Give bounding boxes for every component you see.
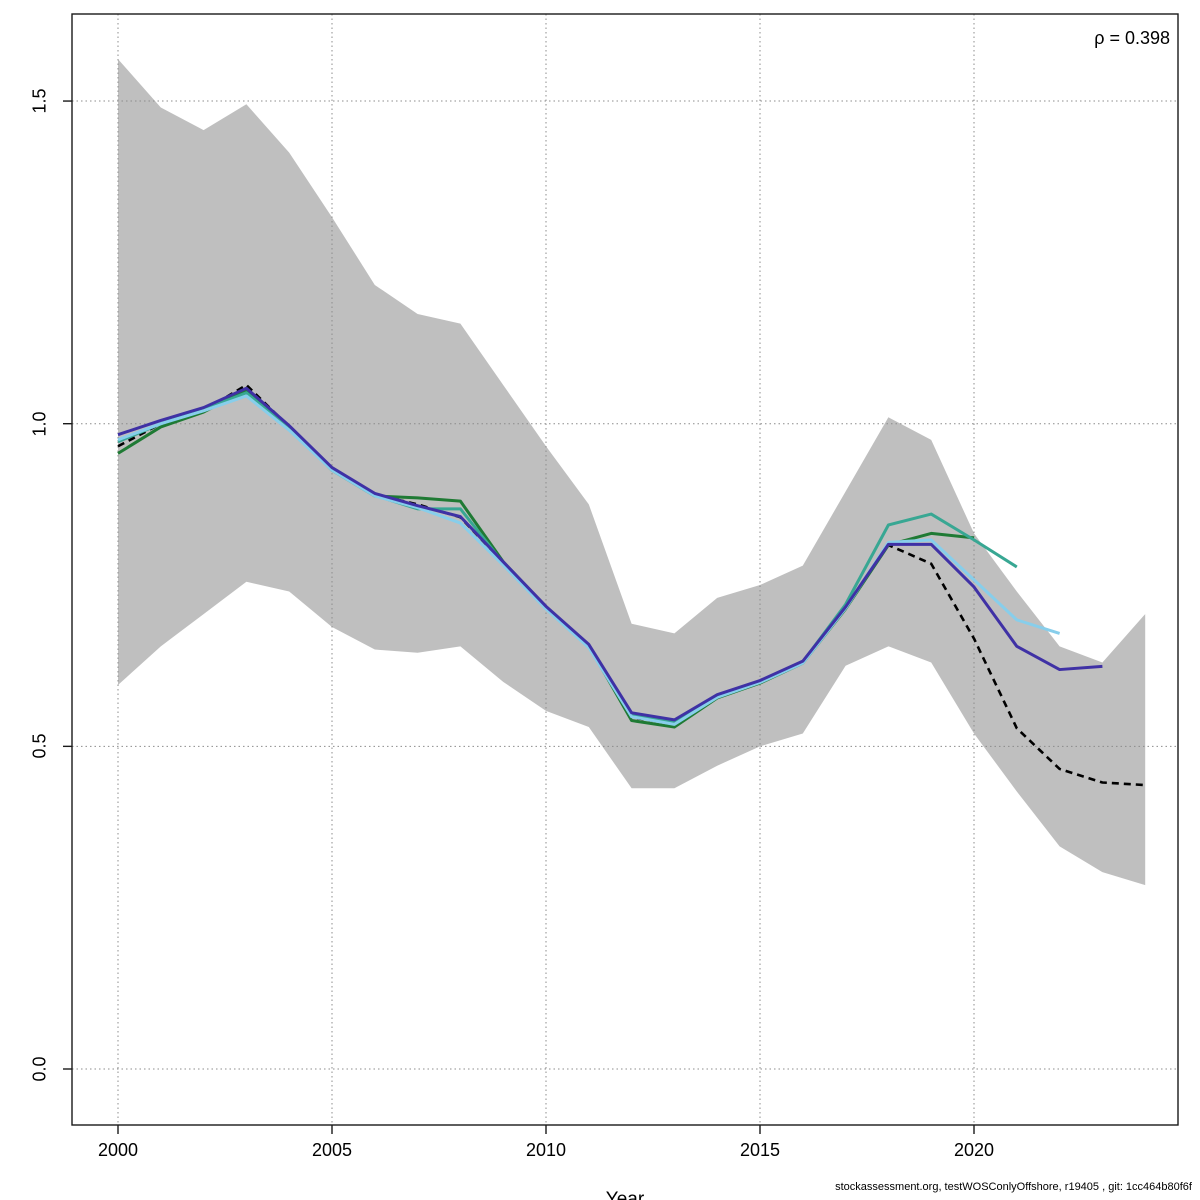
y-tick-label-1.0: 1.0 bbox=[29, 411, 50, 437]
y-tick-label-1.5: 1.5 bbox=[29, 88, 50, 114]
x-tick-label-2020: 2020 bbox=[953, 1140, 995, 1160]
plot-frame bbox=[71, 13, 1179, 1126]
confidence-band bbox=[118, 59, 1146, 886]
y-tick-label-0.5: 0.5 bbox=[29, 733, 50, 759]
x-tick-label-2010: 2010 bbox=[525, 1140, 567, 1160]
x-tick-label-2000: 2000 bbox=[97, 1140, 139, 1160]
x-tick-label-2005: 2005 bbox=[311, 1140, 353, 1160]
retro-peel-2022-line bbox=[117, 394, 1061, 726]
x-tick-label-2015: 2015 bbox=[739, 1140, 781, 1160]
footer-citation: stockassessment.org, testWOSConlyOffshor… bbox=[835, 1181, 1192, 1193]
x-axis-title: Year bbox=[605, 1189, 645, 1200]
mohns-rho-annotation: ρ = 0.398 bbox=[1094, 28, 1170, 48]
y-tick-label-0.0: 0.0 bbox=[29, 1056, 50, 1082]
retro-peel-2023-line bbox=[117, 386, 1103, 722]
